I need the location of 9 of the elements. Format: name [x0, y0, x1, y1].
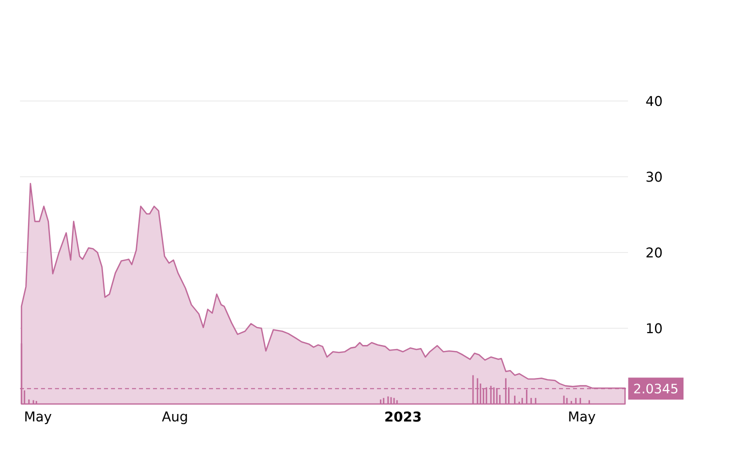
x-tick-label: 2023: [385, 412, 421, 422]
y-tick-label: 30: [646, 172, 662, 182]
y-tick-label: 10: [647, 323, 662, 334]
x-tick-label: May: [25, 412, 52, 424]
x-tick-label: Aug: [162, 412, 187, 424]
y-tick-label: 40: [646, 96, 662, 106]
ref-line-label: 2.0345: [634, 384, 678, 394]
x-tick-label: May: [569, 412, 596, 424]
y-tick-label: 20: [646, 247, 662, 258]
